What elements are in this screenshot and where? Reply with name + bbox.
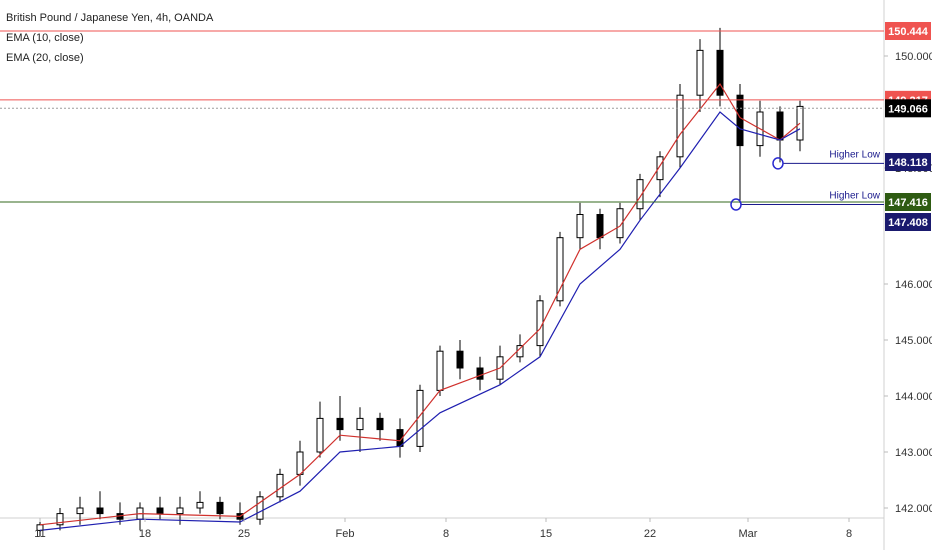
- price-label-box: [885, 193, 931, 211]
- x-tick-label: 25: [238, 528, 250, 540]
- higher-low-marker: [772, 157, 784, 170]
- x-tick-label: 8: [443, 528, 449, 540]
- chart-legend: British Pound / Japanese Yen, 4h, OANDA …: [6, 8, 213, 68]
- price-label-text: 147.416: [888, 197, 928, 209]
- x-tick-label: 11: [34, 528, 45, 540]
- candle-body: [736, 94, 744, 147]
- candle-body: [216, 501, 224, 515]
- candle-body: [476, 367, 484, 380]
- ema20-line: [39, 111, 801, 531]
- candle-body: [636, 179, 644, 210]
- candle-body: [716, 49, 724, 96]
- candle-body: [536, 300, 544, 347]
- candle-body: [436, 350, 444, 391]
- legend-ema10: EMA (10, close): [6, 32, 84, 44]
- x-tick-label: Mar: [739, 528, 758, 540]
- candle-body: [576, 214, 584, 239]
- y-tick-label: 146.000: [895, 279, 932, 291]
- ema10-line: [39, 82, 801, 526]
- legend-ema20: EMA (20, close): [6, 52, 84, 64]
- higher-low-label: Higher Low: [829, 190, 880, 201]
- candle-body: [556, 237, 564, 302]
- candle-body: [776, 111, 784, 141]
- candle-body: [156, 507, 164, 515]
- candle-body: [296, 451, 304, 475]
- candle-body: [376, 417, 384, 431]
- y-tick-label: 150.000: [895, 51, 932, 63]
- candle-body: [696, 49, 704, 96]
- candle-body: [676, 94, 684, 158]
- candle-body: [356, 417, 364, 431]
- candle-body: [616, 208, 624, 239]
- y-tick-label: 144.000: [895, 391, 932, 403]
- candle-body: [656, 156, 664, 181]
- candle-body: [416, 389, 424, 447]
- price-label-text: 147.408: [888, 217, 928, 229]
- candle-body: [336, 417, 344, 431]
- candle-body: [96, 507, 104, 515]
- candle-body: [256, 496, 264, 520]
- x-tick-label: 22: [644, 528, 656, 540]
- y-tick-label: 142.000: [895, 503, 932, 515]
- price-label-text: 149.066: [888, 103, 928, 115]
- candle-body: [276, 473, 284, 498]
- candle-body: [56, 513, 64, 526]
- x-tick-label: 15: [540, 528, 552, 540]
- candle-body: [176, 507, 184, 515]
- price-label-text: 150.444: [888, 26, 929, 38]
- y-tick-label: 143.000: [895, 447, 932, 459]
- higher-low-label: Higher Low: [829, 149, 880, 160]
- price-label-box: [885, 213, 931, 231]
- chart-title: British Pound / Japanese Yen, 4h, OANDA: [6, 12, 214, 24]
- y-tick-label: 145.000: [895, 335, 932, 347]
- price-label-box: [885, 153, 931, 171]
- candle-body: [596, 214, 604, 239]
- price-label-text: 148.118: [888, 157, 927, 169]
- candle-body: [76, 507, 84, 515]
- x-tick-label: 8: [846, 528, 852, 540]
- candle-body: [456, 350, 464, 369]
- price-label-box: [885, 99, 931, 118]
- x-tick-label: Feb: [336, 528, 355, 540]
- x-tick-label: 18: [139, 528, 151, 540]
- candle-body: [196, 501, 204, 509]
- candle-body: [316, 417, 324, 453]
- higher-low-marker: [730, 198, 742, 211]
- price-label-box: [885, 22, 931, 40]
